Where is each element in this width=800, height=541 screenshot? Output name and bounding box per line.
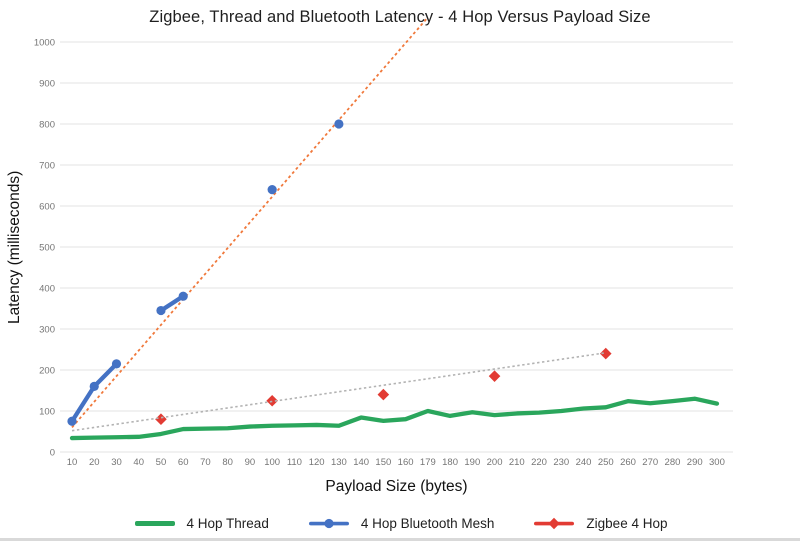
- x-tick-label: 180: [442, 457, 458, 468]
- series-4-hop-thread: [69, 396, 720, 441]
- bluetooth-point-marker: [89, 381, 99, 391]
- legend: 4 Hop Thread 4 Hop Bluetooth Mesh Zigbee 4…: [0, 508, 800, 538]
- y-tick-label: 1000: [34, 38, 55, 49]
- legend-label: 4 Hop Bluetooth Mesh: [360, 515, 495, 531]
- bluetooth-point-marker: [111, 359, 122, 369]
- x-tick-label: 300: [709, 457, 725, 468]
- x-tick-label: 270: [642, 457, 658, 468]
- x-tick-label: 210: [509, 457, 525, 468]
- zigbee-trendline: [71, 351, 606, 432]
- bluetooth-point-marker: [156, 305, 166, 316]
- series-line: [69, 361, 119, 424]
- x-tick-label: 60: [178, 457, 189, 468]
- zigbee-point-marker: [155, 413, 167, 425]
- window-bottom-edge: [0, 538, 800, 541]
- x-tick-label: 230: [553, 457, 569, 468]
- y-tick-label: 100: [39, 407, 55, 418]
- x-axis-title: Payload Size (bytes): [325, 478, 468, 495]
- legend-label: Zigbee 4 Hop: [586, 515, 668, 531]
- line-circle-swatch-icon: [308, 518, 349, 528]
- y-tick-label: 800: [39, 120, 55, 131]
- zigbee-point-marker: [377, 388, 390, 401]
- x-tick-label: 30: [111, 457, 122, 468]
- x-tick-label: 200: [487, 457, 503, 468]
- x-tick-label: 280: [665, 457, 681, 468]
- x-tick-label: 190: [464, 457, 480, 468]
- legend-item-4-hop-bluetooth-mesh: 4 Hop Bluetooth Mesh: [307, 515, 495, 531]
- x-tick-label: 130: [331, 457, 347, 468]
- x-tick-label: 110: [287, 457, 302, 468]
- y-tick-label: 700: [39, 161, 55, 172]
- bluetooth-trendline: [71, 16, 429, 428]
- x-tick-label: 70: [200, 457, 211, 468]
- y-tick-labels: 0 100 200 300 400 500 600 700 800 900 1000: [34, 38, 55, 459]
- series-4-hop-bluetooth-mesh: [67, 119, 344, 426]
- x-tick-labels: 10 20 30 40 50 60 70 80 90 100 110 120 130 140 150 160 1…: [67, 457, 725, 468]
- x-tick-label: 140: [353, 457, 369, 468]
- x-tick-label: 240: [576, 457, 592, 468]
- series-line: [69, 396, 720, 441]
- y-tick-label: 400: [39, 284, 55, 295]
- x-tick-label: 150: [375, 457, 391, 468]
- x-tick-label: 90: [245, 457, 256, 468]
- line-swatch-icon: [134, 520, 175, 526]
- y-tick-label: 600: [39, 202, 55, 213]
- bluetooth-point-marker: [334, 119, 344, 129]
- x-tick-label: 50: [156, 457, 167, 468]
- x-tick-label: 10: [67, 457, 78, 468]
- bluetooth-point-marker: [267, 185, 277, 195]
- y-tick-label: 300: [39, 325, 55, 336]
- y-tick-label: 0: [50, 448, 55, 459]
- gridlines: [60, 41, 733, 453]
- y-tick-label: 200: [39, 366, 55, 377]
- legend-item-4-hop-thread: 4 Hop Thread: [133, 516, 269, 531]
- y-tick-label: 900: [39, 79, 55, 90]
- y-tick-label: 500: [39, 243, 55, 254]
- x-tick-label: 220: [531, 457, 547, 468]
- x-tick-label: 80: [222, 457, 233, 468]
- x-tick-label: 290: [687, 457, 703, 468]
- x-tick-label: 100: [264, 457, 280, 468]
- legend-label: 4 Hop Thread: [186, 515, 269, 531]
- x-tick-label: 160: [398, 457, 414, 468]
- zigbee-point-marker: [488, 370, 501, 382]
- x-tick-label: 260: [620, 457, 636, 468]
- line-diamond-swatch-icon: [534, 517, 575, 529]
- zigbee-point-marker: [599, 347, 612, 360]
- x-tick-label: 120: [309, 457, 325, 468]
- bluetooth-point-marker: [178, 291, 188, 301]
- x-tick-label: 40: [133, 457, 144, 468]
- x-tick-label: 250: [598, 457, 614, 468]
- legend-item-zigbee-4-hop: Zigbee 4 Hop: [532, 516, 667, 531]
- x-tick-label: 179: [420, 457, 436, 468]
- x-tick-label: 20: [89, 457, 100, 468]
- chart-title: Zigbee, Thread and Bluetooth Latency - 4…: [149, 8, 651, 26]
- bluetooth-point-marker: [67, 416, 77, 426]
